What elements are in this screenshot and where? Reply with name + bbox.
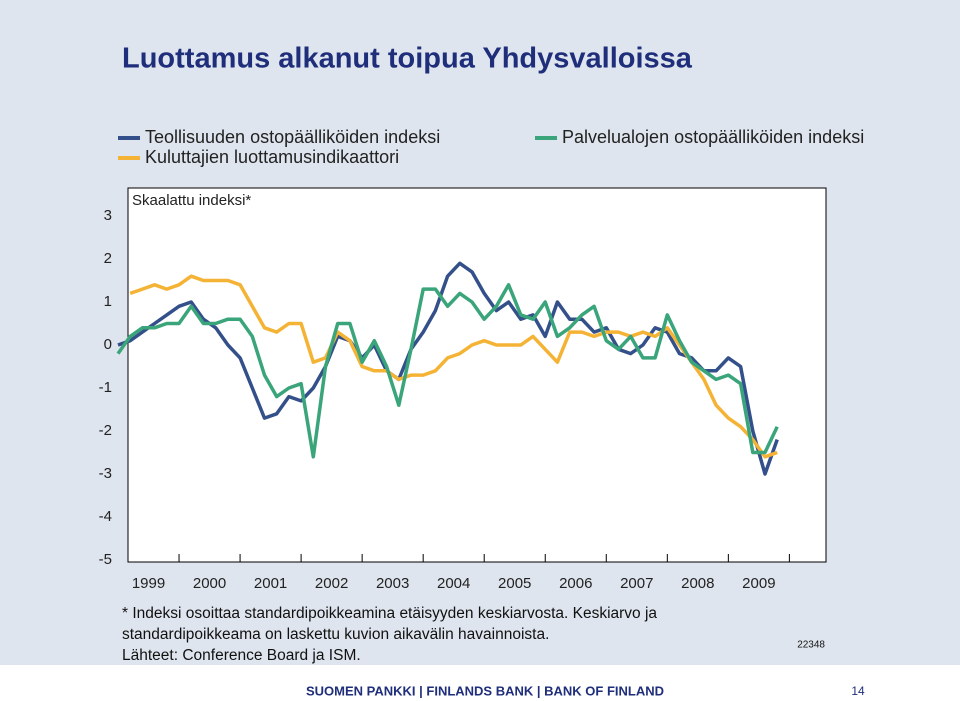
footnote: Lähteet: Conference Board ja ISM. (122, 647, 361, 664)
x-tick-label: 2005 (498, 575, 531, 592)
footnote: standardipoikkeama on laskettu kuvion ai… (122, 626, 549, 643)
y-tick-label: 3 (104, 207, 112, 224)
footnote: * Indeksi osoittaa standardipoikkeamina … (122, 605, 657, 622)
y-tick-label: -1 (99, 379, 112, 396)
series-line (117, 261, 779, 476)
x-tick-label: 2009 (742, 575, 775, 592)
x-tick-label: 2006 (559, 575, 592, 592)
y-tick-label: -4 (99, 508, 112, 525)
y-tick-label: -3 (99, 465, 112, 482)
page-number: 14 (851, 684, 865, 698)
y-tick-label: 1 (104, 293, 112, 310)
x-tick-label: 2004 (437, 575, 470, 592)
legend-label: Palvelualojen ostopäälliköiden indeksi (562, 127, 864, 147)
x-tick-label: 1999 (132, 575, 165, 592)
x-tick-label: 2003 (376, 575, 409, 592)
y-tick-label: -5 (99, 551, 112, 568)
x-tick-label: 2000 (193, 575, 226, 592)
chart-title: Luottamus alkanut toipua Yhdysvalloissa (122, 43, 693, 75)
y-tick-label: 2 (104, 250, 112, 267)
x-tick-label: 2008 (681, 575, 714, 592)
series-line (129, 274, 778, 459)
y-axis-label: Skaalattu indeksi* (132, 192, 251, 209)
footer: SUOMEN PANKKI | FINLANDS BANK | BANK OF … (306, 683, 664, 698)
x-tick-label: 2001 (254, 575, 287, 592)
plot-area (127, 187, 827, 563)
legend-label: Teollisuuden ostopäälliköiden indeksi (145, 127, 440, 147)
y-tick-label: 0 (104, 336, 112, 353)
legend-label: Kuluttajien luottamusindikaattori (145, 147, 399, 167)
x-tick-label: 2002 (315, 575, 348, 592)
x-tick-label: 2007 (620, 575, 653, 592)
footer-bar (0, 665, 960, 701)
y-tick-label: -2 (99, 422, 112, 439)
series-line (116, 283, 779, 459)
code: 22348 (797, 640, 825, 651)
